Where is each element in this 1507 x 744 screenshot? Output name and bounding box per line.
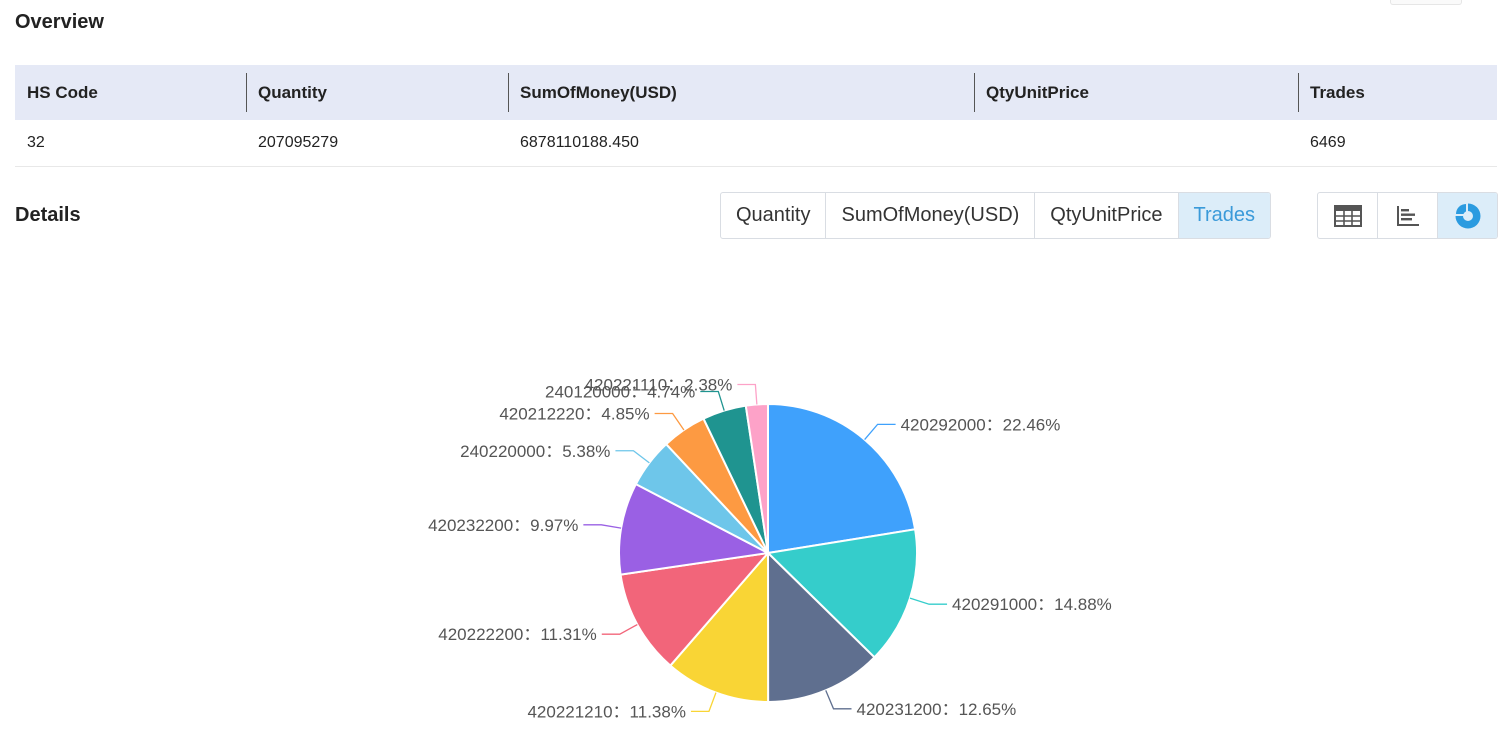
pie-chart: 420292000：22.46% 420291000：14.88% 42023120… <box>428 375 1112 721</box>
pie-label-line-240120000 <box>700 390 725 411</box>
header-sum-of-money: SumOfMoney(USD) <box>508 65 974 120</box>
pie-label-420292000: 420292000：22.46% <box>901 415 1061 434</box>
header-qty-unit-price: QtyUnitPrice <box>974 65 1298 120</box>
bar-view-button[interactable] <box>1377 193 1437 238</box>
pie-view-button[interactable] <box>1437 193 1497 238</box>
pie-label-line-420231200 <box>825 690 852 710</box>
tab-sum-of-money[interactable]: SumOfMoney(USD) <box>825 193 1034 238</box>
pie-label-line-420212220 <box>654 412 685 431</box>
pie-label-420291000: 420291000：14.88% <box>952 595 1112 614</box>
pie-label-240220000: 240220000：5.38% <box>460 442 610 461</box>
pie-label-420221210: 420221210：11.38% <box>527 702 686 721</box>
pie-label-line-420222200 <box>601 624 638 635</box>
overview-table: HS Code Quantity SumOfMoney(USD) QtyUnit… <box>15 65 1497 167</box>
table-view-button[interactable] <box>1318 193 1377 238</box>
overview-header-row: HS Code Quantity SumOfMoney(USD) QtyUnit… <box>15 65 1497 120</box>
tab-qty-unit-price[interactable]: QtyUnitPrice <box>1034 193 1177 238</box>
details-title: Details <box>15 204 81 226</box>
header-trades: Trades <box>1298 65 1497 120</box>
overview-title: Overview <box>15 11 104 33</box>
pie-label-240120000: 240120000：4.74% <box>545 382 695 401</box>
pie-label-420222200: 420222200：11.31% <box>438 625 597 644</box>
header-hs-code: HS Code <box>15 65 246 120</box>
table-row: 32 207095279 6878110188.450 6469 <box>15 120 1497 167</box>
pie-chart-icon <box>1455 203 1480 228</box>
pie-label-line-420292000 <box>864 423 896 441</box>
bar-chart-icon <box>1396 205 1419 226</box>
pie-slice-420222200[interactable] <box>619 551 771 667</box>
pie-label-line-420232200 <box>583 524 622 529</box>
cell-hs-code: 32 <box>15 120 246 167</box>
pie-slice-420292000[interactable] <box>767 402 917 555</box>
pie-label-420212220: 420212220：4.85% <box>499 404 649 423</box>
pie-slice-420232200[interactable] <box>618 482 772 576</box>
tab-trades[interactable]: Trades <box>1177 193 1271 238</box>
pie-label-line-420221210 <box>690 692 717 712</box>
table-icon <box>1333 204 1362 227</box>
pie-slice-420221210[interactable] <box>668 550 770 704</box>
metric-tabs: Quantity SumOfMoney(USD) QtyUnitPrice Tr… <box>720 192 1272 239</box>
top-corner-tab <box>1390 0 1462 5</box>
cell-qty-unit-price <box>974 120 1298 167</box>
pie-label-line-420291000 <box>909 597 948 605</box>
view-switcher <box>1317 192 1498 239</box>
cell-sum-of-money: 6878110188.450 <box>508 120 974 167</box>
header-quantity: Quantity <box>246 65 508 120</box>
cell-trades: 6469 <box>1298 120 1497 167</box>
tab-quantity[interactable]: Quantity <box>736 204 811 226</box>
pie-label-420231200: 420231200：12.65% <box>857 700 1017 719</box>
pie-label-line-420221110 <box>737 383 758 405</box>
pie-label-420221110: 420221110：2.38% <box>585 375 733 394</box>
pie-label-420232200: 420232200：9.97% <box>428 516 578 535</box>
pie-label-line-240220000 <box>615 450 650 464</box>
cell-quantity: 207095279 <box>246 120 508 167</box>
